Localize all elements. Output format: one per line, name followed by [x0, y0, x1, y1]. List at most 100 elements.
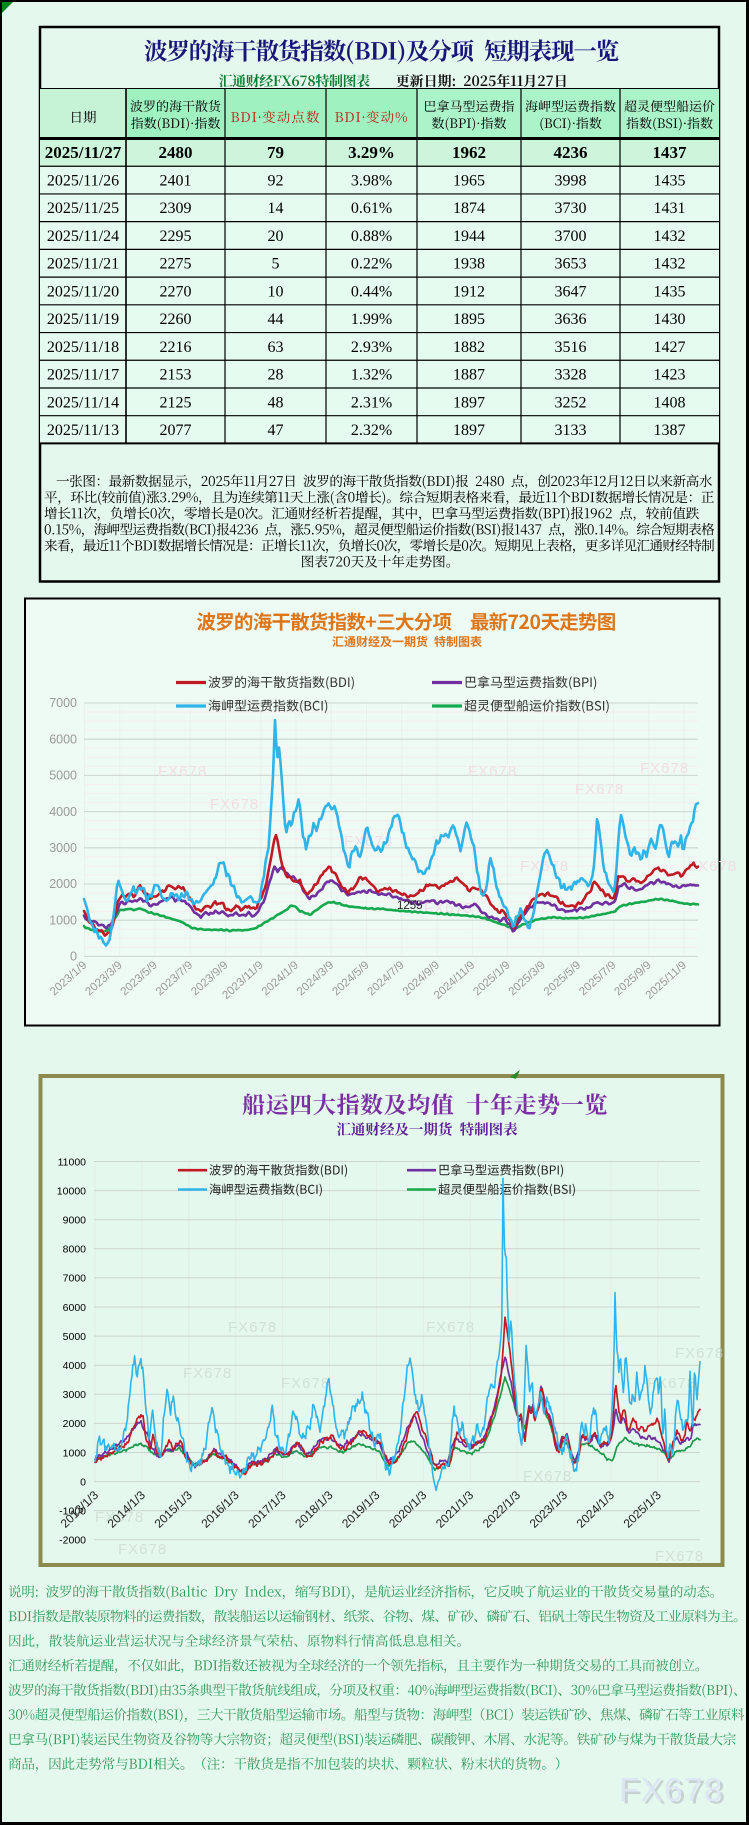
svg-text:2025/11/25: 2025/11/25	[47, 200, 119, 217]
svg-text:FX678: FX678	[95, 1509, 144, 1526]
svg-text:20: 20	[268, 228, 284, 245]
svg-text:FX678: FX678	[622, 1774, 727, 1811]
svg-text:1408: 1408	[654, 394, 686, 411]
svg-text:1882: 1882	[453, 339, 485, 356]
svg-text:2000: 2000	[49, 877, 77, 891]
svg-text:FX678: FX678	[619, 1771, 724, 1808]
svg-text:3998: 3998	[555, 173, 587, 190]
svg-text:2275: 2275	[160, 256, 192, 273]
svg-text:4236: 4236	[554, 143, 588, 162]
svg-text:1423: 1423	[654, 367, 686, 384]
svg-text:92: 92	[268, 173, 284, 190]
svg-text:FX678: FX678	[183, 1365, 232, 1382]
svg-text:3.98%: 3.98%	[351, 173, 392, 190]
svg-text:1938: 1938	[453, 256, 485, 273]
svg-text:2.93%: 2.93%	[351, 339, 392, 356]
svg-text:FX678: FX678	[520, 858, 569, 875]
svg-text:0: 0	[70, 950, 77, 964]
svg-text:FX678: FX678	[468, 763, 517, 780]
svg-text:4000: 4000	[49, 805, 77, 819]
svg-text:1912: 1912	[453, 283, 485, 300]
svg-text:1944: 1944	[453, 228, 485, 245]
svg-text:FX678: FX678	[655, 1548, 704, 1565]
svg-text:48: 48	[268, 394, 284, 411]
svg-text:1432: 1432	[654, 228, 686, 245]
svg-text:1427: 1427	[654, 339, 686, 356]
svg-text:1000: 1000	[63, 1447, 87, 1459]
svg-text:0.22%: 0.22%	[351, 256, 392, 273]
svg-text:3730: 3730	[555, 200, 587, 217]
svg-text:2480: 2480	[159, 143, 193, 162]
svg-text:3328: 3328	[555, 367, 587, 384]
svg-text:1437: 1437	[653, 143, 688, 162]
svg-text:47: 47	[268, 422, 284, 439]
svg-text:2125: 2125	[160, 394, 192, 411]
svg-text:3636: 3636	[555, 311, 587, 328]
svg-text:2025/11/27: 2025/11/27	[45, 143, 122, 162]
svg-text:63: 63	[268, 339, 284, 356]
svg-text:2.31%: 2.31%	[351, 394, 392, 411]
svg-text:3000: 3000	[63, 1389, 87, 1401]
svg-text:1430: 1430	[654, 311, 686, 328]
svg-text:2153: 2153	[160, 367, 192, 384]
svg-text:2025/11/24: 2025/11/24	[47, 228, 119, 245]
svg-text:FX678: FX678	[675, 1345, 724, 1362]
svg-text:2025/11/17: 2025/11/17	[47, 367, 119, 384]
svg-text:8000: 8000	[63, 1244, 87, 1256]
svg-text:-2000: -2000	[59, 1535, 86, 1547]
svg-text:3647: 3647	[555, 283, 587, 300]
svg-text:1435: 1435	[654, 173, 686, 190]
svg-text:3133: 3133	[555, 422, 587, 439]
svg-text:FX678: FX678	[281, 1375, 330, 1392]
svg-text:14: 14	[268, 200, 284, 217]
svg-text:3000: 3000	[49, 841, 77, 855]
svg-text:FX678: FX678	[426, 1319, 475, 1336]
svg-text:3516: 3516	[555, 339, 587, 356]
svg-text:2309: 2309	[160, 200, 192, 217]
svg-text:0.44%: 0.44%	[351, 283, 392, 300]
svg-text:1874: 1874	[453, 200, 485, 217]
svg-text:1432: 1432	[654, 256, 686, 273]
svg-text:6000: 6000	[49, 732, 77, 746]
svg-text:9000: 9000	[63, 1215, 87, 1227]
svg-text:5000: 5000	[63, 1331, 87, 1343]
svg-text:2.32%: 2.32%	[351, 422, 392, 439]
svg-text:1897: 1897	[453, 422, 485, 439]
svg-text:7000: 7000	[49, 696, 77, 710]
svg-text:FX678: FX678	[158, 763, 207, 780]
svg-text:2270: 2270	[160, 283, 192, 300]
svg-text:1895: 1895	[453, 311, 485, 328]
svg-text:1897: 1897	[453, 394, 485, 411]
svg-text:10000: 10000	[57, 1185, 86, 1197]
svg-text:1431: 1431	[654, 200, 686, 217]
svg-text:1962: 1962	[452, 143, 486, 162]
svg-text:FX678: FX678	[523, 1468, 572, 1485]
svg-text:2025/11/20: 2025/11/20	[47, 283, 119, 300]
svg-text:79: 79	[267, 143, 284, 162]
svg-text:2025/11/26: 2025/11/26	[47, 173, 119, 190]
svg-text:-1000: -1000	[59, 1506, 86, 1518]
svg-text:2216: 2216	[160, 339, 192, 356]
svg-text:3700: 3700	[555, 228, 587, 245]
svg-text:10: 10	[268, 283, 284, 300]
svg-text:5000: 5000	[49, 769, 77, 783]
svg-text:2025/11/18: 2025/11/18	[47, 339, 119, 356]
svg-text:FX678: FX678	[118, 1541, 167, 1558]
svg-text:7000: 7000	[63, 1273, 87, 1285]
svg-text:1387: 1387	[654, 422, 686, 439]
svg-text:2025/11/13: 2025/11/13	[47, 422, 119, 439]
svg-text:1435: 1435	[654, 283, 686, 300]
svg-text:2025/11/19: 2025/11/19	[47, 311, 119, 328]
svg-text:5: 5	[272, 256, 280, 273]
svg-text:FX678: FX678	[228, 1319, 277, 1336]
svg-text:1000: 1000	[49, 913, 77, 927]
svg-text:1.99%: 1.99%	[351, 311, 392, 328]
svg-text:3653: 3653	[555, 256, 587, 273]
svg-text:0.88%: 0.88%	[351, 228, 392, 245]
svg-text:0: 0	[80, 1476, 86, 1488]
svg-text:3252: 3252	[555, 394, 587, 411]
svg-text:2025/11/14: 2025/11/14	[47, 394, 119, 411]
svg-text:FX678: FX678	[210, 796, 259, 813]
svg-text:FX678: FX678	[640, 760, 689, 777]
svg-text:2025/11/21: 2025/11/21	[47, 256, 119, 273]
